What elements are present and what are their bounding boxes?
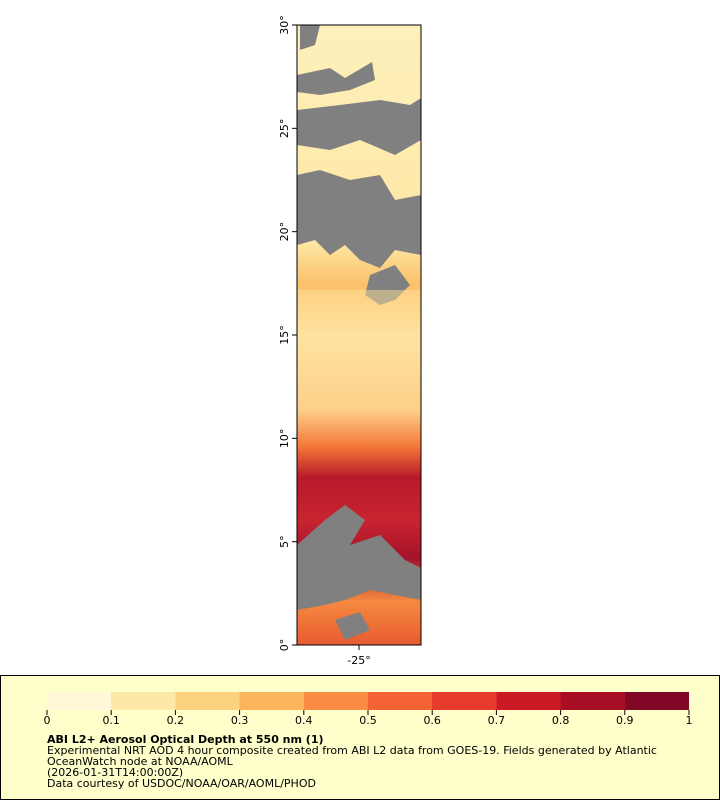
y-tick-label: 30° xyxy=(278,15,291,35)
colorbar-tick-label: 0.9 xyxy=(616,714,634,727)
y-tick-label: 10° xyxy=(278,429,291,449)
colorbar-tick-label: 0.1 xyxy=(102,714,120,727)
colorbar-tick-label: 0 xyxy=(44,714,51,727)
axes: 0° 5° 10° 15° 20° 25° 30° -25° xyxy=(278,15,371,667)
note: Data courtesy of USDOC/NOAA/OAR/AOML/PHO… xyxy=(47,777,316,790)
note: Experimental NRT AOD 4 hour composite cr… xyxy=(47,744,657,757)
map-raster xyxy=(297,25,421,645)
colorbar-tick-label: 0.5 xyxy=(359,714,377,727)
colorbar-ticks: 0 0.1 0.2 0.3 0.4 0.5 0.6 0.7 0.8 0.9 1 xyxy=(44,710,693,727)
y-tick-label: 20° xyxy=(278,222,291,242)
y-tick-label: 5° xyxy=(278,535,291,548)
y-tick-label: 0° xyxy=(278,639,291,652)
colorbar xyxy=(47,692,689,710)
note: (2026-01-31T14:00:00Z) xyxy=(47,766,183,779)
title: ABI L2+ Aerosol Optical Depth at 550 nm … xyxy=(47,733,324,746)
colorbar-tick-label: 1 xyxy=(686,714,693,727)
y-tick-label: 15° xyxy=(278,325,291,345)
colorbar-tick-label: 0.3 xyxy=(231,714,249,727)
y-tick-label: 25° xyxy=(278,119,291,139)
colorbar-tick-label: 0.7 xyxy=(488,714,506,727)
colorbar-tick-label: 0.2 xyxy=(167,714,185,727)
colorbar-tick-label: 0.4 xyxy=(295,714,313,727)
note: OceanWatch node at NOAA/AOML xyxy=(47,755,234,768)
colorbar-tick-label: 0.8 xyxy=(552,714,570,727)
x-tick-label: -25° xyxy=(347,654,370,667)
colorbar-tick-label: 0.6 xyxy=(423,714,441,727)
